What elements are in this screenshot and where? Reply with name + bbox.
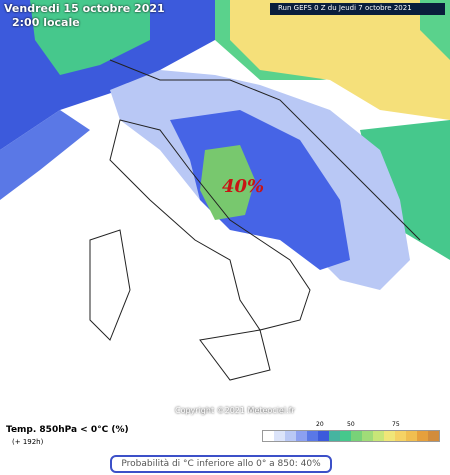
legend-swatch: [373, 431, 384, 441]
legend-swatch: [285, 431, 296, 441]
coastline: [109, 119, 311, 331]
legend-label: 75: [392, 421, 400, 428]
legend-swatch: [329, 431, 340, 441]
map: [0, 0, 450, 381]
island-outline: [89, 229, 131, 341]
time: 2:00 locale: [12, 16, 80, 29]
annotation: 40%: [222, 176, 265, 197]
legend-subtitle: (+ 192h): [12, 438, 44, 446]
zone-green: [200, 145, 255, 220]
legend-label: 20: [316, 421, 324, 428]
zone-blue: [0, 110, 90, 200]
legend-swatch: [274, 431, 285, 441]
copyright: Copyright ©2021 Meteociel.fr: [175, 406, 295, 415]
legend-swatch: [395, 431, 406, 441]
date: Vendredi 15 octobre 2021: [4, 2, 165, 15]
legend-swatch: [296, 431, 307, 441]
legend-swatch: [417, 431, 428, 441]
legend-swatch: [307, 431, 318, 441]
legend-swatch: [263, 431, 274, 441]
legend-label: 50: [347, 421, 355, 428]
legend-bar: [262, 430, 440, 442]
legend-swatch: [384, 431, 395, 441]
legend-swatch: [351, 431, 362, 441]
run-info: Run GEFS 0 Z du Jeudi 7 octobre 2021: [278, 4, 412, 12]
zone-green: [360, 120, 450, 260]
coastline: [109, 59, 421, 241]
legend-swatch: [406, 431, 417, 441]
island-outline: [199, 329, 271, 381]
legend-swatch: [428, 431, 439, 441]
zone-green: [30, 0, 150, 75]
legend-swatch: [340, 431, 351, 441]
zone-yellow: [230, 0, 450, 120]
legend-title: Temp. 850hPa < 0°C (%): [6, 425, 129, 435]
legend-swatch: [318, 431, 329, 441]
caption: Probabilità di °C inferiore allo 0° a 85…: [110, 455, 332, 473]
legend-swatch: [362, 431, 373, 441]
run-banner: [270, 3, 445, 15]
